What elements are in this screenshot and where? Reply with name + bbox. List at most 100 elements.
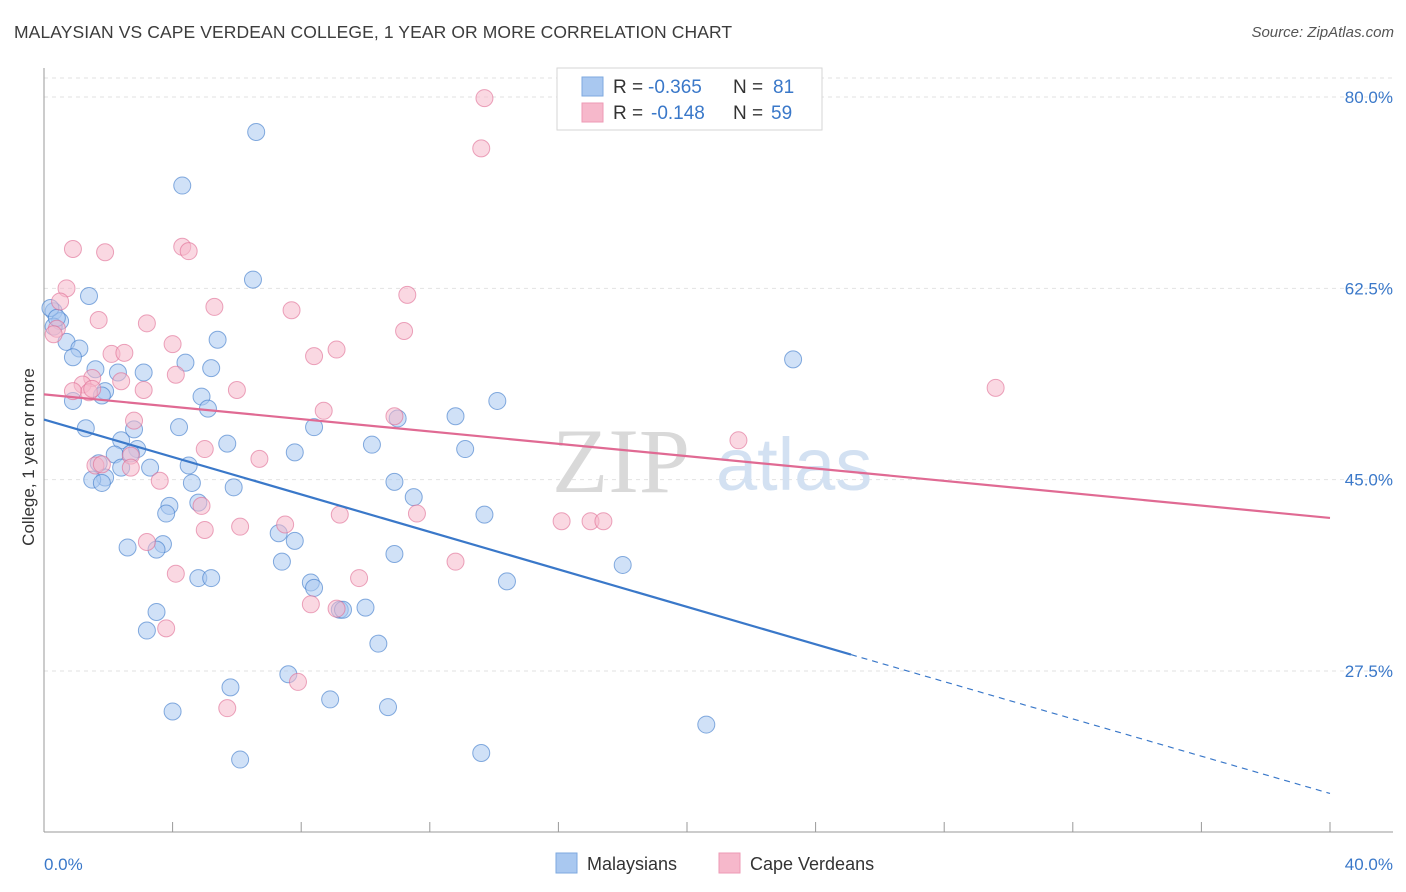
x-tick-label-0: 0.0% (44, 855, 83, 874)
point-malaysians-58 (272, 552, 291, 571)
point-malaysians-23 (446, 407, 465, 426)
point-malaysians-61 (202, 569, 221, 588)
point-malaysians-55 (118, 538, 137, 557)
point-cape-verdeans-37 (250, 449, 269, 468)
points-layer (41, 89, 1005, 769)
point-malaysians-47 (404, 488, 423, 507)
point-malaysians-53 (285, 531, 304, 550)
point-cape-verdeans-52 (446, 552, 465, 571)
y-tick-labels: 27.5% 45.0% 62.5% 80.0% (1345, 88, 1393, 681)
point-malaysians-64 (305, 578, 324, 597)
legend-swatch-malaysians (581, 76, 604, 97)
point-cape-verdeans-39 (92, 455, 111, 474)
legend-r-value-malaysians: -0.365 (648, 77, 702, 98)
point-malaysians-0 (247, 122, 266, 141)
point-cape-verdeans-56 (327, 599, 346, 618)
point-cape-verdeans-53 (166, 564, 185, 583)
point-malaysians-44 (182, 473, 201, 492)
point-malaysians-59 (613, 555, 632, 574)
point-cape-verdeans-40 (121, 458, 140, 477)
point-malaysians-50 (157, 504, 176, 523)
point-cape-verdeans-32 (385, 407, 404, 426)
legend-n-value-cape-verdeans: 59 (771, 103, 792, 124)
axes (43, 68, 1393, 833)
gridlines (44, 77, 1393, 672)
point-malaysians-45 (224, 478, 243, 497)
legend-n-label-malaysians: N = (733, 77, 763, 98)
legend-swatch-cape-verdeans (581, 102, 604, 123)
point-cape-verdeans-5 (179, 242, 198, 261)
point-malaysians-22 (488, 391, 507, 410)
point-cape-verdeans-20 (115, 343, 134, 362)
trend-layer (43, 393, 1331, 795)
watermark-zip: ZIP (552, 410, 690, 512)
point-malaysians-57 (385, 545, 404, 564)
bottom-legend-swatch-cape-verdeans (718, 852, 741, 874)
point-cape-verdeans-41 (150, 471, 169, 490)
point-cape-verdeans-29 (227, 381, 246, 400)
y-tick-label-0: 27.5% (1345, 662, 1393, 681)
chart-title: MALAYSIAN VS CAPE VERDEAN COLLEGE, 1 YEA… (14, 22, 733, 42)
point-malaysians-72 (221, 678, 240, 697)
trend-line-extension-malaysians (850, 654, 1331, 795)
point-cape-verdeans-47 (594, 512, 613, 531)
source-label: Source: ZipAtlas.com (1251, 24, 1394, 41)
point-malaysians-46 (92, 473, 111, 492)
point-cape-verdeans-8 (51, 292, 70, 311)
point-malaysians-32 (456, 440, 475, 459)
point-cape-verdeans-21 (166, 365, 185, 384)
point-malaysians-74 (379, 698, 398, 717)
legend-r-label-cape-verdeans: R = (613, 103, 643, 124)
point-cape-verdeans-1 (472, 139, 491, 158)
x-ticks (172, 822, 1331, 832)
y-tick-label-1: 45.0% (1345, 471, 1393, 490)
point-malaysians-62 (497, 572, 516, 591)
point-cape-verdeans-7 (398, 285, 417, 304)
legend-r-value-cape-verdeans: -0.148 (651, 103, 705, 124)
point-cape-verdeans-2 (63, 239, 82, 258)
point-cape-verdeans-17 (327, 340, 346, 359)
point-cape-verdeans-31 (314, 401, 333, 420)
point-cape-verdeans-42 (192, 496, 211, 515)
point-cape-verdeans-50 (195, 520, 214, 539)
point-cape-verdeans-10 (282, 301, 301, 320)
y-tick-label-2: 62.5% (1345, 279, 1393, 298)
legend-r-label-malaysians: R = (613, 77, 643, 98)
point-malaysians-67 (356, 598, 375, 617)
point-cape-verdeans-33 (125, 411, 144, 430)
point-malaysians-73 (321, 690, 340, 709)
point-cape-verdeans-11 (89, 311, 108, 330)
point-cape-verdeans-12 (137, 314, 156, 333)
point-malaysians-68 (147, 602, 166, 621)
bottom-legend-swatch-malaysians (555, 852, 578, 874)
watermark: ZIP atlas (552, 410, 872, 512)
x-tick-label-1: 40.0% (1345, 855, 1393, 874)
point-cape-verdeans-30 (986, 378, 1005, 397)
point-malaysians-76 (697, 715, 716, 734)
trend-line-cape-verdeans (43, 393, 1331, 520)
y-axis-title: College, 1 year or more (19, 368, 38, 546)
point-cape-verdeans-3 (96, 243, 115, 262)
point-malaysians-51 (475, 505, 494, 524)
point-malaysians-43 (385, 472, 404, 491)
point-cape-verdeans-45 (552, 512, 571, 531)
point-cape-verdeans-54 (350, 569, 369, 588)
point-cape-verdeans-48 (231, 517, 250, 536)
point-cape-verdeans-23 (112, 372, 131, 391)
point-cape-verdeans-9 (205, 297, 224, 316)
point-cape-verdeans-58 (288, 672, 307, 691)
point-cape-verdeans-27 (83, 379, 102, 398)
point-malaysians-25 (170, 418, 189, 437)
point-cape-verdeans-59 (218, 699, 237, 718)
x-tick-labels: 0.0% 40.0% (44, 855, 1393, 874)
point-malaysians-1 (173, 176, 192, 195)
point-malaysians-79 (784, 350, 803, 369)
trend-line-malaysians (43, 418, 852, 656)
point-malaysians-11 (208, 330, 227, 349)
legend-n-value-malaysians: 81 (773, 77, 794, 98)
point-cape-verdeans-28 (134, 381, 153, 400)
bottom-legend-label-cape-verdeans: Cape Verdeans (750, 854, 874, 874)
point-cape-verdeans-55 (301, 595, 320, 614)
y-tick-label-3: 80.0% (1345, 88, 1393, 107)
bottom-legend: Malaysians Cape Verdeans (555, 852, 874, 874)
